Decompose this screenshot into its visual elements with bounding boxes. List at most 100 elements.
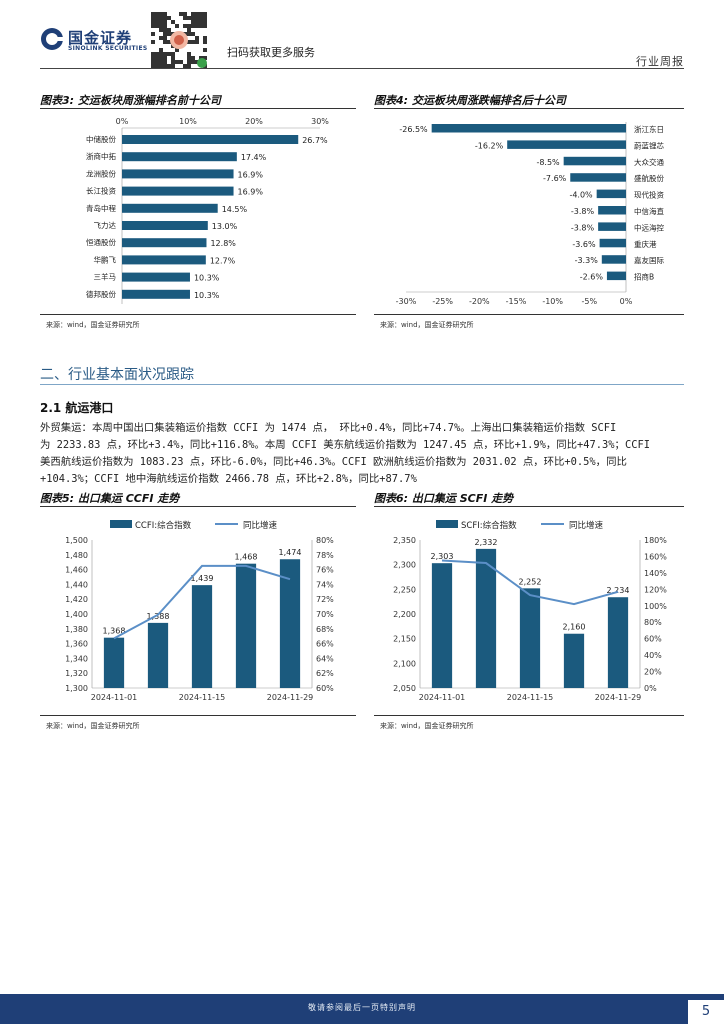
- page-number: 5: [688, 1000, 724, 1024]
- fig3-title-rule: [40, 108, 356, 109]
- qr-code-icon[interactable]: [150, 11, 208, 69]
- fig6-line-series: [441, 559, 619, 606]
- fig4-category-label: 招商B: [634, 272, 654, 282]
- fig4-category-label: 重庆港: [634, 239, 657, 249]
- header-divider: [40, 68, 684, 69]
- para-line: 为 2233.83 点，环比+3.4%，同比+116.8%。本周 CCFI 美东…: [40, 439, 650, 451]
- fig5-title: 图表5: 出口集运 CCFI 走势: [40, 492, 180, 505]
- fig4-category-label: 中信海直: [634, 206, 664, 216]
- fig5-y-tick-left: 1,500: [65, 536, 88, 545]
- fig5-y-tick-left: 1,320: [65, 669, 88, 678]
- fig3-bar: [122, 186, 234, 196]
- footer-disclaimer: 敬请参阅最后一页特别声明: [308, 1003, 416, 1012]
- fig3-category-label: 华鹏飞: [94, 254, 117, 264]
- fig3-category-label: 长江投资: [86, 186, 116, 196]
- fig5-y-tick-right: 70%: [316, 610, 334, 619]
- fig5-source: 来源：wind，国金证券研究所: [46, 722, 140, 730]
- fig4-x-tick: -25%: [432, 297, 453, 306]
- fig6-y-tick-right: 20%: [644, 668, 662, 677]
- fig3-value-label: 12.7%: [210, 256, 236, 265]
- qr-caption: 扫码获取更多服务: [227, 46, 315, 59]
- fig6-legend-bar-swatch: [436, 520, 458, 528]
- fig3-bar: [122, 221, 208, 230]
- fig5-y-tick-right: 60%: [316, 684, 334, 693]
- fig6-bar-label: 2,252: [519, 577, 542, 586]
- section-divider: [40, 384, 684, 385]
- subsection-title: 2.1 航运港口: [40, 401, 114, 415]
- fig5-bar: [235, 563, 257, 688]
- fig4-bar: [431, 124, 626, 133]
- fig5-legend-line-label: 同比增速: [243, 520, 278, 531]
- fig3-category-label: 中储股份: [86, 134, 116, 144]
- fig4-category-label: 浙江东日: [634, 124, 664, 134]
- fig6-bar-label: 2,160: [563, 623, 586, 632]
- fig6-y-tick-right: 100%: [644, 602, 667, 611]
- logo-text-cn: 国金证券: [68, 29, 133, 47]
- fig5-y-tick-left: 1,400: [65, 610, 88, 619]
- fig5-chart: CCFI:综合指数 同比增速 1,300 1,320 1,340 1,360 1,380 1,…: [65, 520, 334, 702]
- fig6-y-tick-right: 160%: [644, 552, 667, 561]
- fig5-y-tick-right: 74%: [316, 580, 334, 589]
- para-line: 美西航线运价指数为 1083.23 点，环比-6.0%，同比+46.3%。CCF…: [40, 456, 627, 468]
- fig3-category-label: 飞力达: [94, 220, 117, 230]
- para-line: +104.3%；CCFI 地中海航线运价指数 2466.78 点，环比+2.8%…: [40, 473, 417, 485]
- fig5-y-tick-left: 1,380: [65, 625, 88, 634]
- fig5-y-tick-left: 1,440: [65, 580, 88, 589]
- fig4-bar: [596, 189, 626, 199]
- fig6-bar: [563, 633, 585, 688]
- fig5-y-tick-right: 62%: [316, 669, 334, 678]
- para-line: 外贸集运：本周中国出口集装箱运价指数 CCFI 为 1474 点， 环比+0.4…: [40, 422, 617, 434]
- logo-text-en: SINOLINK SECURITIES: [68, 45, 148, 52]
- fig5-x-tick: 2024-11-29: [267, 693, 314, 702]
- fig4-value-label: -3.6%: [572, 240, 596, 249]
- fig4-title-rule: [374, 108, 684, 109]
- fig4-bar: [507, 140, 626, 149]
- fig4-value-label: -16.2%: [475, 141, 504, 150]
- fig6-y-tick-left: 2,300: [393, 561, 416, 570]
- fig4-x-tick: -30%: [396, 297, 417, 306]
- fig6-title-rule: [374, 506, 684, 507]
- fig4-title: 图表4: 交运板块周涨跌幅排名后十公司: [374, 94, 566, 107]
- fig6-bar-label: 2,234: [607, 586, 630, 595]
- fig5-x-tick: 2024-11-01: [91, 693, 138, 702]
- fig6-bar-label: 2,332: [475, 538, 498, 547]
- fig4-source: 来源：wind，国金证券研究所: [380, 321, 474, 329]
- fig5-y-tick-left: 1,340: [65, 654, 88, 663]
- fig4-bar: [570, 173, 626, 182]
- fig4-value-label: -3.8%: [571, 207, 595, 216]
- fig6-x-tick: 2024-11-29: [595, 693, 642, 702]
- fig6-bar-label: 2,303: [431, 552, 454, 561]
- fig6-y-tick-left: 2,150: [393, 635, 416, 644]
- fig6-y-tick-left: 2,350: [393, 536, 416, 545]
- fig3-category-label: 浙商中拓: [86, 151, 116, 161]
- fig6-bar: [475, 548, 497, 688]
- fig5-y-tick-right: 78%: [316, 551, 334, 560]
- fig3-bar: [122, 152, 237, 162]
- fig3-x-tick: 0%: [116, 117, 129, 126]
- fig4-value-label: -2.6%: [580, 273, 604, 282]
- fig3-x-tick: 20%: [245, 117, 263, 126]
- fig4-category-label: 现代投资: [634, 190, 664, 200]
- fig4-x-tick: 0%: [620, 297, 633, 306]
- fig4-value-label: -4.0%: [569, 191, 593, 200]
- fig5-y-tick-right: 68%: [316, 625, 334, 634]
- fig6-y-tick-right: 120%: [644, 585, 667, 594]
- fig3-category-label: 青岛中程: [86, 203, 116, 213]
- fig4-x-tick: -5%: [582, 297, 598, 306]
- fig3-bar: [122, 272, 190, 282]
- fig5-legend-bar-swatch: [110, 520, 132, 528]
- fig6-y-tick-right: 0%: [644, 684, 657, 693]
- fig6-title: 图表6: 出口集运 SCFI 走势: [374, 492, 514, 505]
- fig5-y-tick-right: 76%: [316, 566, 334, 575]
- fig6-bar: [519, 588, 541, 688]
- fig6-x-tick: 2024-11-01: [419, 693, 466, 702]
- fig6-y-tick-left: 2,100: [393, 659, 416, 668]
- fig3-category-label: 恒通股份: [86, 237, 116, 247]
- fig3-category-label: 三羊马: [94, 272, 117, 282]
- fig4-bar: [598, 206, 626, 215]
- fig6-x-tick: 2024-11-15: [507, 693, 554, 702]
- fig6-y-tick-left: 2,200: [393, 610, 416, 619]
- fig3-bar: [122, 169, 234, 179]
- fig6-chart: SCFI:综合指数 同比增速 2,050 2,100 2,150 2,200 2,250 2,…: [393, 520, 667, 702]
- fig5-source-rule: [40, 715, 356, 716]
